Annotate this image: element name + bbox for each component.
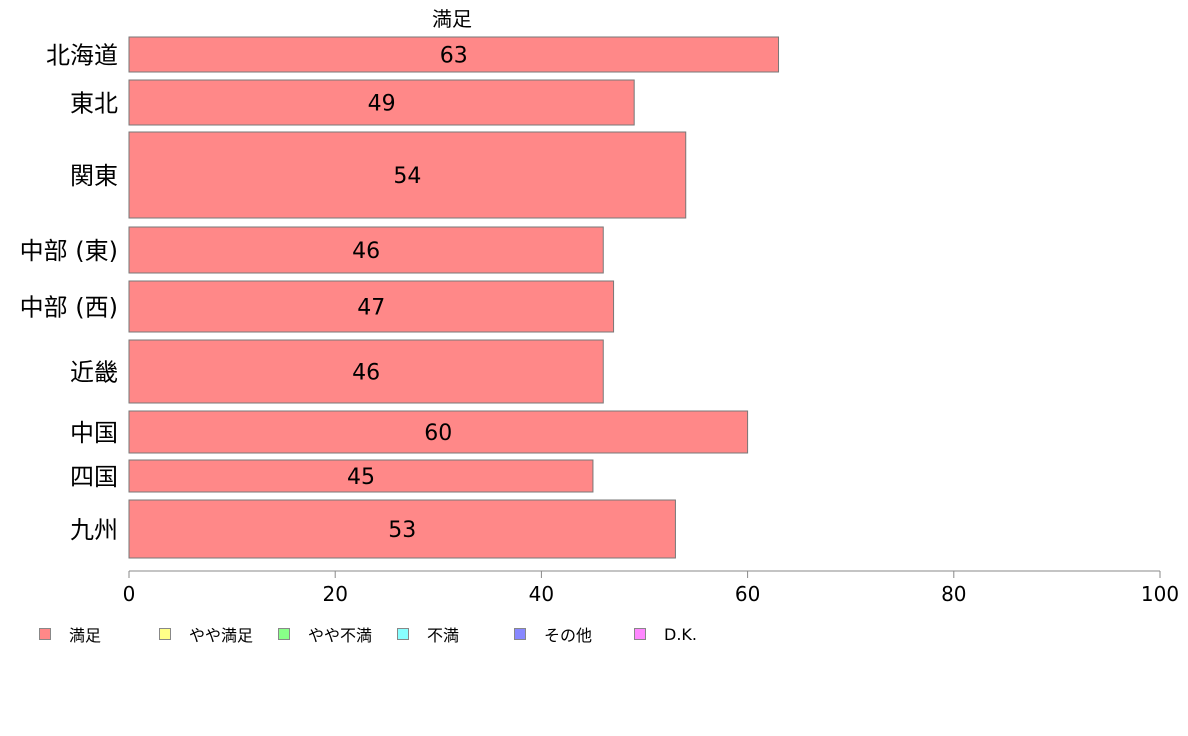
- bar-6: [128, 410, 749, 454]
- category-label: 北海道: [46, 42, 118, 70]
- x-axis: 0 20 40 60 80 100: [123, 570, 1179, 606]
- bar-1: [128, 79, 635, 126]
- bars-group: 63 北海道 49 東北 54 関東 46 中部 (東) 47 中部 (西) 46 近畿 60 中国 45 四…: [20, 36, 780, 559]
- legend-item: やや不満: [278, 622, 372, 646]
- bar-4: [128, 280, 615, 333]
- bar-3: [128, 226, 604, 274]
- bar-value-label: 54: [393, 164, 421, 189]
- legend-label: 不満: [427, 626, 460, 645]
- legend-swatch: [39, 628, 51, 640]
- category-label: 四国: [70, 463, 118, 491]
- bar-value-label: 49: [368, 92, 396, 117]
- category-label: 中部 (西): [20, 294, 118, 322]
- legend-item: D.K.: [634, 622, 697, 646]
- legend-label: やや満足: [189, 626, 254, 645]
- x-tick-label: 100: [1141, 582, 1179, 606]
- bar-value-label: 46: [352, 361, 380, 386]
- x-tick-label: 20: [322, 582, 347, 606]
- legend-swatch: [397, 628, 409, 640]
- legend-swatch: [159, 628, 171, 640]
- x-tick-label: 0: [123, 582, 136, 606]
- bar-7: [128, 459, 594, 493]
- chart-title: 満足: [432, 7, 472, 31]
- category-label: 関東: [70, 162, 118, 190]
- x-tick-label: 80: [941, 582, 966, 606]
- legend-item: 不満: [397, 622, 459, 646]
- legend-item: 満足: [39, 622, 101, 646]
- bar-value-label: 45: [347, 465, 375, 490]
- bar-value-label: 47: [357, 296, 385, 321]
- legend-label: やや不満: [308, 626, 373, 645]
- legend-label: 満足: [69, 626, 102, 645]
- bar-0: [128, 36, 780, 73]
- legend-item: やや満足: [159, 622, 253, 646]
- legend-item: その他: [514, 622, 592, 646]
- bar-value-label: 60: [424, 421, 452, 446]
- legend-label: D.K.: [664, 624, 697, 644]
- category-label: 九州: [70, 516, 118, 544]
- legend-swatch: [634, 628, 646, 640]
- legend-swatch: [514, 628, 526, 640]
- bar-2: [128, 131, 687, 219]
- category-label: 東北: [70, 90, 118, 118]
- legend-swatch: [278, 628, 290, 640]
- bar-5: [128, 339, 604, 404]
- category-label: 中部 (東): [20, 237, 118, 265]
- category-label: 近畿: [70, 359, 118, 387]
- bar-value-label: 63: [440, 44, 468, 69]
- bar-value-label: 46: [352, 239, 380, 264]
- legend-label: その他: [544, 626, 593, 645]
- x-tick-label: 40: [529, 582, 554, 606]
- bar-8: [128, 499, 676, 559]
- category-label: 中国: [70, 419, 118, 447]
- x-tick-label: 60: [735, 582, 760, 606]
- legend: 満足 やや満足 やや不満 不満 その他 D.K.: [0, 622, 1188, 646]
- bar-value-label: 53: [388, 518, 416, 543]
